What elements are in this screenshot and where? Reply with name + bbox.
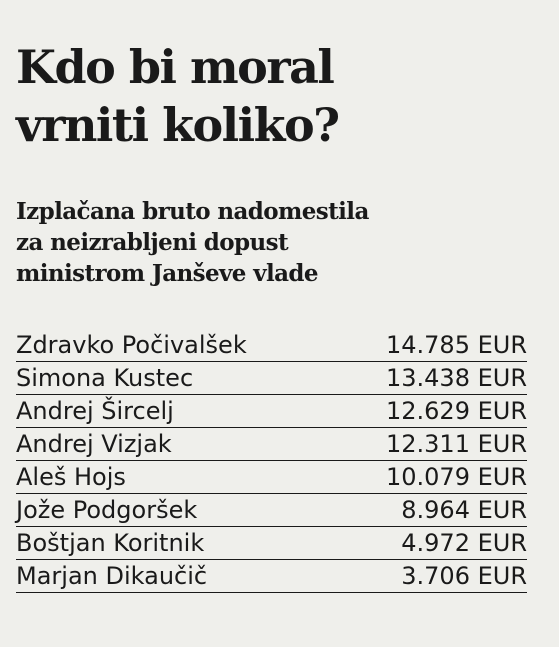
subtitle-line-2: za neizrabljeni dopust [16,229,289,256]
table-row: Simona Kustec 13.438 EUR [16,362,527,395]
payment-amount: 13.438 EUR [385,364,527,392]
table-row: Boštjan Koritnik 4.972 EUR [16,527,527,560]
payment-amount: 8.964 EUR [401,496,527,524]
payment-amount: 14.785 EUR [385,331,527,359]
payment-amount: 12.629 EUR [385,397,527,425]
infographic-card: Kdo bi moral vrniti koliko? Izplačana br… [16,38,527,593]
table-row: Andrej Vizjak 12.311 EUR [16,428,527,461]
table-row: Jože Podgoršek 8.964 EUR [16,494,527,527]
table-row: Zdravko Počivalšek 14.785 EUR [16,329,527,362]
minister-name: Andrej Vizjak [16,430,172,458]
minister-name: Jože Podgoršek [16,496,198,524]
payment-table: Zdravko Počivalšek 14.785 EUR Simona Kuste… [16,329,527,593]
table-row: Marjan Dikaučič 3.706 EUR [16,560,527,593]
subtitle-line-1: Izplačana bruto nadomestila [16,198,369,225]
minister-name: Boštjan Koritnik [16,529,205,557]
title-line-1: Kdo bi moral [16,40,335,94]
subtitle-line-3: ministrom Janševe vlade [16,260,319,287]
table-row: Andrej Šircelj 12.629 EUR [16,395,527,428]
title-line-2: vrniti koliko? [16,98,340,152]
table-row: Aleš Hojs 10.079 EUR [16,461,527,494]
payment-amount: 3.706 EUR [401,562,527,590]
minister-name: Zdravko Počivalšek [16,331,247,359]
minister-name: Andrej Šircelj [16,397,174,425]
chart-subtitle: Izplačana bruto nadomestila za neizrablj… [16,196,436,289]
payment-amount: 10.079 EUR [385,463,527,491]
minister-name: Simona Kustec [16,364,194,392]
payment-amount: 4.972 EUR [401,529,527,557]
payment-amount: 12.311 EUR [385,430,527,458]
minister-name: Aleš Hojs [16,463,126,491]
chart-title: Kdo bi moral vrniti koliko? [16,38,527,154]
minister-name: Marjan Dikaučič [16,562,208,590]
